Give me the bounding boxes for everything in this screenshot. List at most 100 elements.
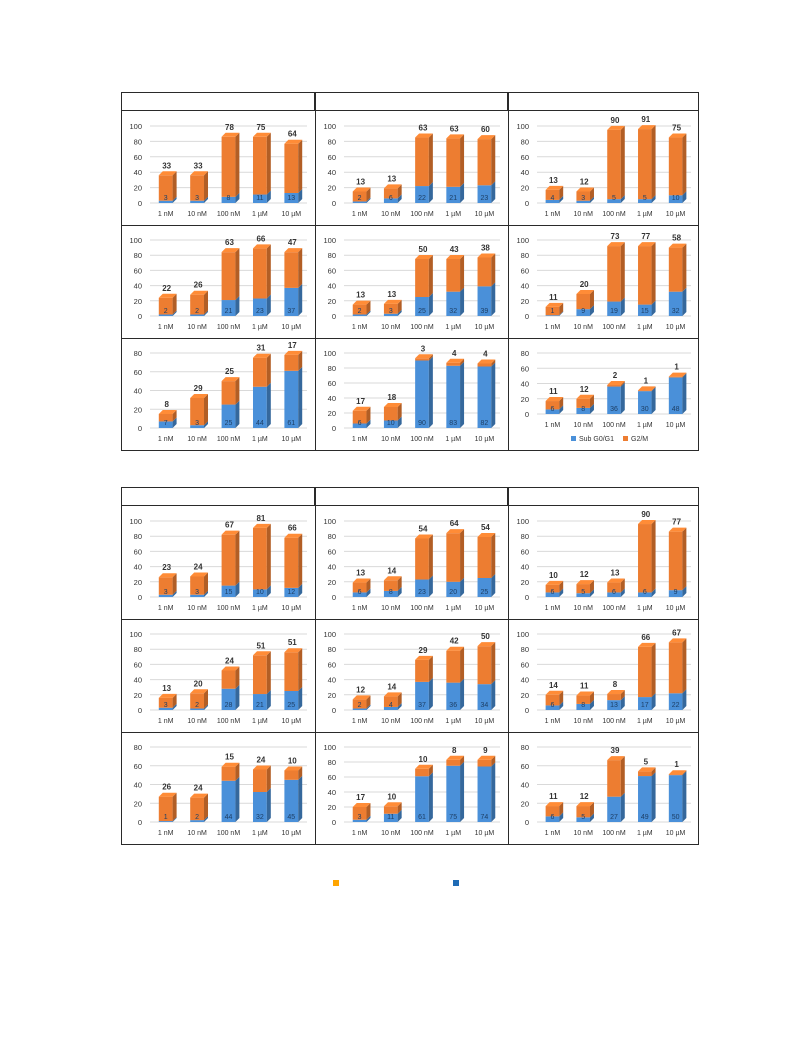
panel-2-chart-2-bar-top-0 — [352, 578, 371, 583]
panel-2-divider-h2 — [122, 732, 698, 733]
panel-1-chart-3-label-g2m-0: 13 — [549, 176, 558, 185]
panel-2-chart-4-label-sub-1: 2 — [195, 702, 199, 709]
panel-2-chart-3-bar-top-0 — [545, 580, 564, 585]
panel-1-chart-7-bar-g2m-2 — [221, 381, 236, 405]
panel-1-chart-8-bar-g2m-side-3 — [460, 358, 465, 366]
panel-1-chart-8-bar-top-4 — [477, 359, 496, 364]
panel-2-chart-5-ytick-label: 20 — [328, 691, 336, 700]
panel-1-chart-1-bar-sub-side-1 — [204, 196, 209, 203]
panel-1-chart-9-svg: 0 20 40 60 80 11 6 1 nM 12 8 10 nM 2 36 100 nM 1 30 1 µM… — [521, 349, 691, 443]
panel-1-chart-3-bar-top-0 — [545, 185, 564, 190]
panel-2-chart-3-ytick-label: 20 — [521, 578, 529, 587]
panel-1-chart-8-ytick-label: 80 — [328, 364, 336, 373]
panel-1-chart-8-bar-g2m-side-4 — [491, 359, 496, 367]
panel-1-chart-3-label-g2m-2: 90 — [611, 116, 620, 125]
panel-1-chart-9-bar-sub-1 — [576, 407, 590, 414]
panel-2-chart-3-bar-top-1 — [576, 580, 594, 585]
panel-2-chart-4-bar-g2m-side-4 — [298, 648, 303, 691]
panel-2-chart-5-ytick-label: 100 — [323, 630, 336, 639]
panel-2-chart-8-bar-top-1 — [383, 802, 402, 807]
panel-2-chart-3-bar-sub-0 — [545, 592, 560, 597]
panel-2-chart-1-bar-top-1 — [190, 572, 209, 577]
panel-1-chart-9-label-sub-0: 6 — [550, 406, 554, 413]
panel-1-chart-2-bar-g2m-0 — [352, 191, 367, 202]
panel-1-chart-2-label-g2m-0: 13 — [356, 177, 365, 186]
panel-1-chart-6-bar-g2m-side-2 — [620, 242, 625, 302]
panel-1-chart-2-bar-top-0 — [352, 187, 371, 192]
panel-1-chart-7-bar-sub-side-2 — [235, 400, 240, 428]
panel-1-chart-1-label-g2m-2: 78 — [225, 123, 234, 132]
panel-2-chart-7-bar-top-3 — [252, 765, 271, 770]
panel-1-chart-8-bar-g2m-0 — [352, 410, 367, 424]
panel-2-chart-6-bar-g2m-1 — [576, 695, 590, 704]
panel-1-chart-5-label-sub-1: 3 — [389, 308, 393, 315]
panel-1-chart-3-bar-sub-side-4 — [682, 191, 687, 203]
panel-1-chart-9-label-sub-2: 36 — [610, 406, 618, 413]
panel-2-chart-2-bar-g2m-1 — [383, 580, 398, 591]
panel-2-chart-8-xtick-label: 1 nM — [352, 830, 368, 837]
panel-2-chart-8-label-g2m-2: 10 — [419, 755, 428, 764]
panel-1-chart-3-bar-top-3 — [638, 125, 656, 130]
panel-2-chart-1-ytick-label: 60 — [134, 547, 142, 556]
panel-1-chart-7-xtick-label: 10 µM — [281, 436, 301, 443]
panel-1-chart-2-bar-g2m-1 — [383, 188, 398, 199]
panel-2-chart-7-bar-top-0 — [158, 792, 177, 797]
panel-2-chart-6-bar-sub-side-3 — [651, 693, 656, 710]
panel-1-chart-2-bar-sub-3 — [446, 186, 461, 203]
panel-1-chart-3-bar-top-4 — [668, 133, 687, 138]
panel-1-chart-9-ytick-label: 60 — [521, 364, 529, 373]
panel-1-chart-1-bar-sub-side-4 — [298, 188, 303, 203]
panel-1-chart-4-bar-sub-4 — [284, 287, 299, 316]
panel-1-chart-2-xtick-label: 10 µM — [475, 211, 495, 218]
panel-2-chart-1-xtick-label: 100 nM — [217, 605, 241, 612]
panel-1-chart-1-bar-g2m-1 — [190, 175, 205, 201]
panel-2-chart-5-label-sub-1: 4 — [389, 702, 393, 709]
panel-2-chart-6-label-sub-4: 22 — [672, 702, 680, 709]
panel-1-chart-7-label-g2m-2: 25 — [225, 367, 234, 376]
panel-1-chart-4-bar-g2m-side-4 — [298, 248, 303, 288]
panel-1-chart-6-bar-g2m-1 — [576, 293, 590, 310]
panel-1-chart-3-svg: 0 20 40 60 80 100 13 4 1 nM 12 3 10 nM 90 5 100 nM 91 5 1… — [516, 115, 691, 218]
panel-1-chart-1-xtick-label: 10 nM — [187, 211, 207, 218]
panel-1-chart-4-bar-top-4 — [284, 248, 303, 253]
panel-1-chart-9-bar-top-0 — [545, 397, 564, 402]
panel-1-chart-2-bar-sub-0 — [352, 201, 367, 203]
panel-2-chart-3-ytick-label: 60 — [521, 547, 529, 556]
panel-2-chart-1-xtick-label: 1 µM — [252, 605, 268, 612]
panel-1-chart-3-bar-g2m-side-3 — [651, 125, 656, 200]
panel-1-divider-h2 — [122, 338, 698, 339]
panel-2-chart-9-bar-top-0 — [545, 802, 564, 807]
panel-1-chart-5-ytick-label: 20 — [328, 297, 336, 306]
panel-1-chart-5-ytick-label: 40 — [328, 282, 336, 291]
panel-1-chart-4-bar-g2m-side-3 — [266, 244, 271, 299]
panel-2-chart-3-label-g2m-0: 10 — [549, 571, 558, 580]
panel-2-chart-2-svg: 0 20 40 60 80 100 13 6 1 nM 14 8 10 nM 54 23 100 nM 64 2… — [323, 517, 500, 612]
panel-2-chart-2-ytick-label: 100 — [323, 517, 336, 526]
panel-2-chart-8-ytick-label: 60 — [328, 773, 336, 782]
panel-2-chart-8-label-g2m-0: 17 — [356, 793, 365, 802]
panel-2-chart-6-bar-sub-4 — [668, 693, 683, 710]
panel-1-chart-3-bar-sub-2 — [607, 199, 621, 203]
panel-2-chart-4-ytick-label: 40 — [134, 676, 142, 685]
panel-1-chart-9-bar-top-3 — [638, 386, 656, 391]
panel-1-chart-3-ytick-label: 80 — [521, 137, 529, 146]
panel-2-chart-5-bar-g2m-0 — [352, 699, 367, 709]
panel-1-header-col-2 — [315, 93, 508, 111]
bottom-legend — [0, 880, 793, 892]
panel-1-chart-2-xtick-label: 100 nM — [410, 211, 434, 218]
panel-1-chart-5-bar-sub-side-3 — [460, 287, 465, 316]
panel-1-chart-2-bar-g2m-side-3 — [460, 134, 465, 187]
panel-2-chart-1-bar-sub-3 — [252, 589, 267, 597]
panel-1-chart-9-ytick-label: 80 — [521, 349, 529, 358]
panel-2-chart-7-label-g2m-3: 24 — [256, 756, 265, 765]
panel-2-chart-9-bar-g2m-0 — [545, 806, 560, 817]
panel-1-chart-9-bar-top-1 — [576, 394, 594, 399]
panel-2-chart-3-bar-g2m-side-0 — [559, 580, 564, 593]
panel-2-chart-2-ytick-label: 40 — [328, 563, 336, 572]
panel-2-chart-7-label-sub-4: 45 — [287, 814, 295, 821]
panel-1-chart-1-bar-g2m-3 — [252, 136, 267, 195]
panel-1-chart-2-ytick-label: 60 — [328, 153, 336, 162]
panel-2-chart-3-svg: 0 20 40 60 80 100 10 6 1 nM 12 5 10 nM 13 6 100 nM 90 6 1… — [516, 510, 691, 612]
panel-1-header-col-1 — [122, 93, 315, 111]
